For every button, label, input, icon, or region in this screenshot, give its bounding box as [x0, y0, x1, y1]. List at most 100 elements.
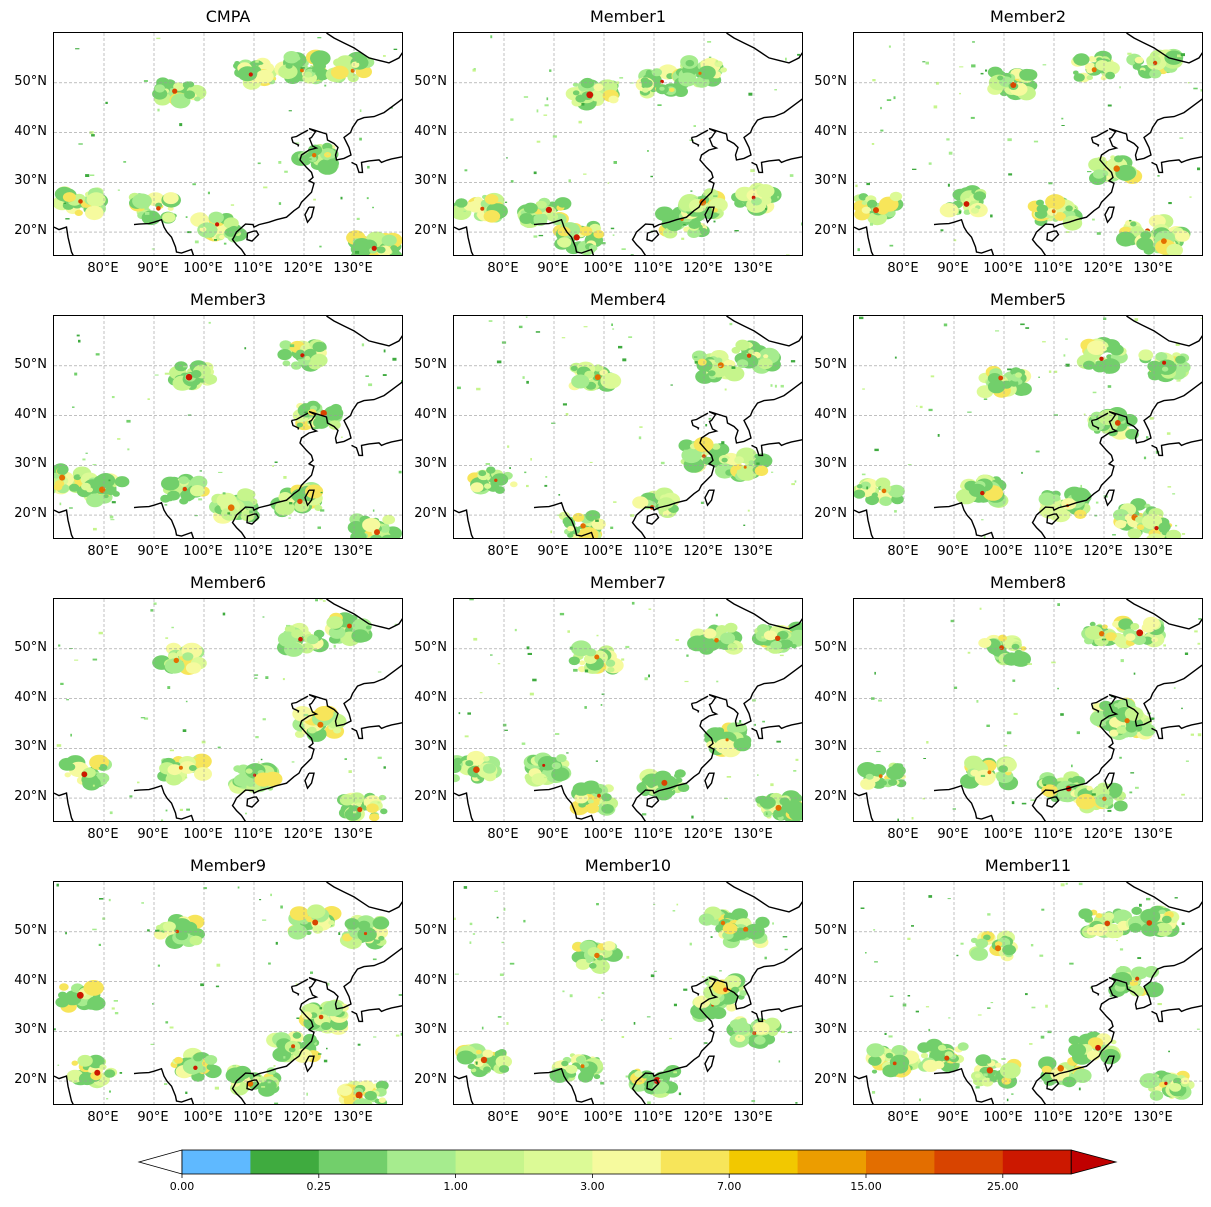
rain-speck — [359, 137, 362, 141]
rain-speck — [193, 756, 197, 758]
rain-speck — [1096, 232, 1101, 235]
rain-speck — [199, 470, 202, 472]
rain-cell — [357, 927, 377, 942]
coastline — [1090, 986, 1100, 996]
colorbar-tick-label: 15.00 — [850, 1180, 882, 1193]
rain-speck — [340, 196, 343, 200]
rain-cell — [208, 211, 224, 224]
rain-speck — [1042, 64, 1047, 66]
rain-speck — [295, 983, 299, 985]
rain-cell — [768, 1028, 778, 1037]
rain-speck — [597, 996, 601, 999]
rain-speck — [729, 322, 733, 326]
rain-speck — [1184, 652, 1189, 655]
rain-cell — [328, 626, 346, 639]
rain-cell — [754, 465, 769, 476]
lon-tick-label: 130°E — [733, 1110, 773, 1125]
rain-speck — [774, 384, 777, 388]
rain-speck — [127, 448, 130, 451]
rain-speck — [1119, 948, 1124, 951]
heavy-rain-cell — [775, 635, 781, 641]
rain-cell — [983, 934, 991, 941]
rain-speck — [1011, 1093, 1014, 1095]
rain-cell — [1036, 199, 1044, 206]
rain-cell — [191, 753, 212, 769]
rain-speck — [72, 406, 75, 408]
rain-speck — [267, 1081, 271, 1084]
rain-cell — [324, 152, 332, 158]
rain-speck — [536, 109, 539, 113]
rain-speck — [523, 96, 529, 98]
rain-cell — [726, 1003, 737, 1012]
rain-speck — [751, 1100, 756, 1102]
rain-speck — [983, 398, 988, 400]
rain-speck — [642, 813, 647, 816]
lat-tick-label: 20°N — [414, 789, 447, 805]
rain-cell — [970, 769, 980, 777]
coastline — [533, 784, 595, 821]
rain-speck — [186, 808, 190, 811]
coastline — [1126, 33, 1202, 64]
map-canvas — [54, 882, 402, 1104]
rain-cell — [579, 226, 593, 237]
rain-cell — [687, 227, 701, 238]
rain-speck — [601, 693, 605, 695]
rain-speck — [184, 776, 188, 779]
lon-tick-label: 100°E — [983, 1110, 1023, 1125]
rain-speck — [878, 699, 882, 702]
heavy-rain-cell — [720, 920, 726, 926]
rain-cell — [484, 194, 499, 205]
rain-speck — [303, 411, 308, 414]
rain-cell — [779, 797, 790, 806]
rain-speck — [504, 201, 508, 203]
rain-cell — [86, 192, 106, 207]
rain-speck — [673, 1071, 677, 1074]
colorbar-level — [934, 1150, 1004, 1174]
rain-cell — [178, 476, 189, 485]
rain-speck — [365, 375, 369, 377]
rain-speck — [1189, 196, 1192, 198]
rain-cell — [691, 1006, 701, 1014]
rain-speck — [167, 686, 171, 689]
rain-cell — [190, 370, 202, 379]
rain-cell — [562, 516, 575, 527]
precipitation-field — [854, 316, 1202, 538]
rain-speck — [782, 936, 788, 938]
rain-speck — [793, 770, 797, 772]
rain-cell — [326, 158, 339, 168]
lon-tick-label: 90°E — [937, 261, 969, 276]
rain-speck — [1057, 687, 1059, 690]
rain-speck — [549, 69, 552, 72]
rain-speck — [581, 103, 585, 106]
precipitation-field — [54, 37, 402, 255]
rain-speck — [1107, 104, 1112, 107]
rain-cell — [888, 778, 898, 786]
rain-cell — [234, 61, 240, 66]
rain-cell — [1116, 725, 1127, 734]
rain-cell — [587, 799, 594, 804]
rain-speck — [320, 491, 323, 494]
rain-speck — [1174, 897, 1178, 899]
rain-speck — [306, 1092, 308, 1096]
map-panel-member5 — [853, 315, 1203, 539]
rain-speck — [383, 766, 386, 769]
map-canvas — [54, 33, 402, 255]
lat-tick-label: 50°N — [814, 922, 847, 938]
coastline — [454, 1075, 474, 1104]
rain-speck — [1121, 725, 1126, 727]
rain-speck — [675, 639, 679, 641]
rain-speck — [707, 41, 712, 43]
rain-cell — [362, 518, 381, 532]
rain-speck — [940, 229, 944, 232]
rain-speck — [457, 386, 461, 390]
rain-speck — [532, 678, 537, 682]
rain-cell — [1054, 212, 1066, 221]
rain-cell — [1137, 524, 1145, 530]
rain-cell — [1132, 634, 1146, 645]
rain-cell — [892, 1047, 901, 1054]
rain-cell — [763, 810, 773, 818]
rain-speck — [469, 941, 472, 944]
rain-cell — [510, 481, 518, 488]
panel-title: Member11 — [984, 856, 1072, 875]
rain-cell — [1038, 1056, 1057, 1071]
